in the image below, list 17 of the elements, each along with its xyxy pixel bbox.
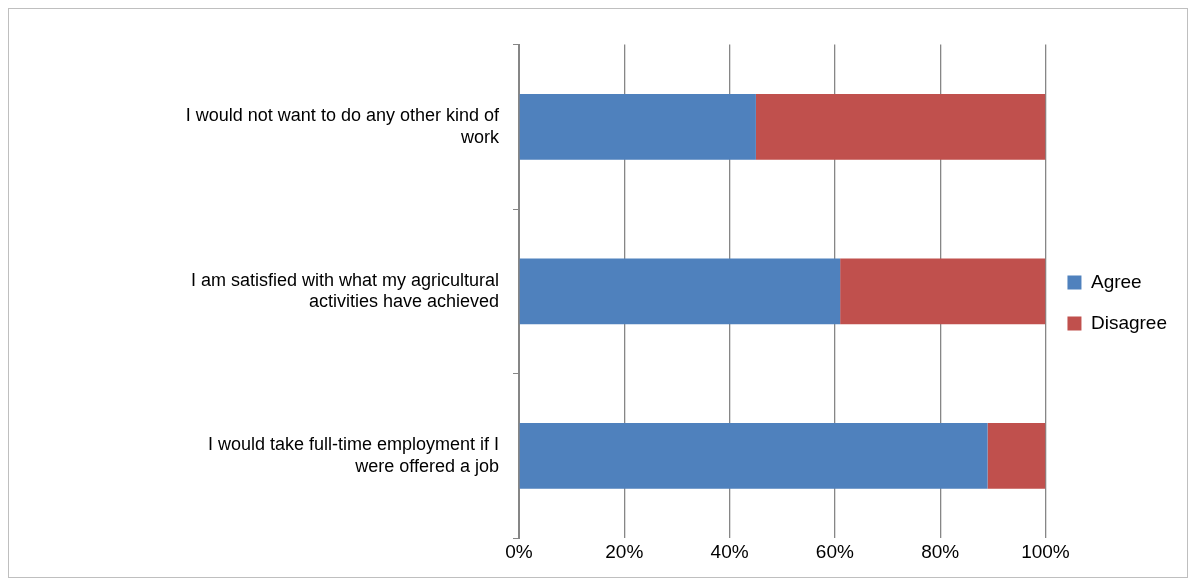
bar — [755, 93, 1046, 160]
bar — [519, 93, 756, 160]
x-tick-label: 40% — [710, 540, 749, 562]
legend-label: Agree — [1090, 270, 1142, 292]
bar — [519, 423, 988, 489]
legend-label: Disagree — [1090, 311, 1168, 333]
y-tick-label: I would not want to do any other kind of work — [185, 105, 500, 147]
x-tick-label: 100% — [1021, 540, 1070, 562]
x-tick-label: 80% — [921, 540, 960, 562]
y-tick-label: I would take full-time employment if I were offered a job — [207, 434, 499, 476]
bar — [840, 258, 1046, 325]
bar — [987, 423, 1046, 489]
x-tick-label: 20% — [605, 540, 644, 562]
x-tick-label: 60% — [815, 540, 854, 562]
bar — [519, 258, 841, 325]
y-tick-label: I am satisfied with what my agricultural activities have achieved — [190, 269, 499, 312]
x-tick-label: 0% — [505, 540, 533, 562]
